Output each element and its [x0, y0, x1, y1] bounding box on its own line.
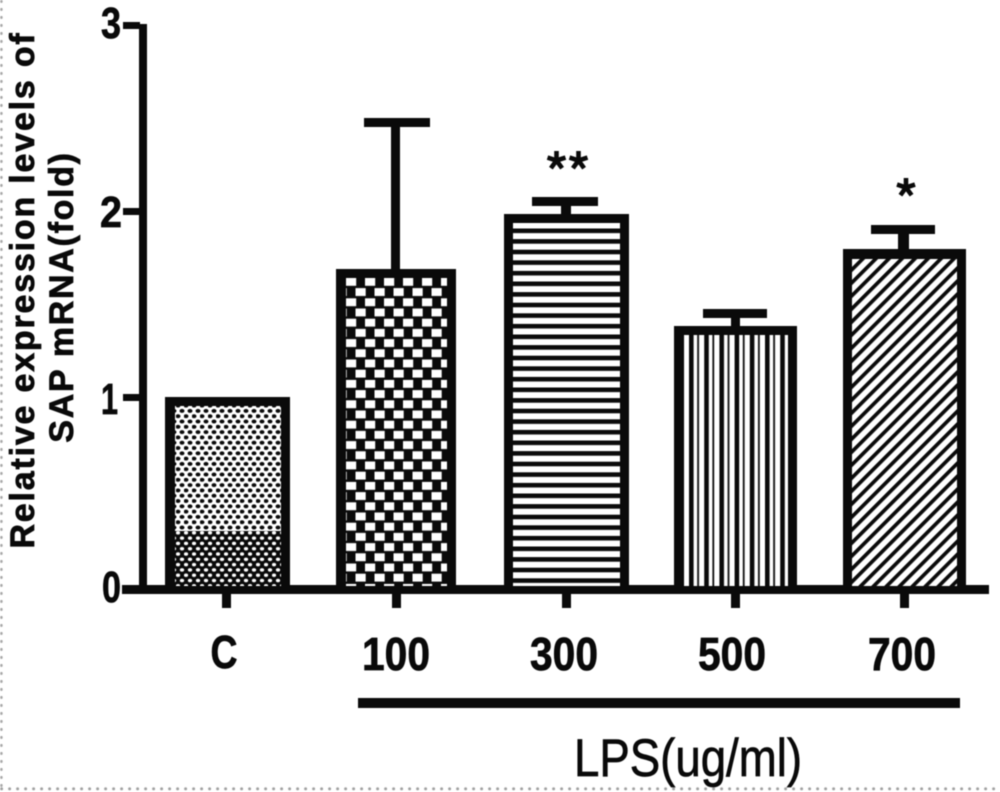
svg-text:0: 0 [102, 563, 121, 612]
svg-text:3: 3 [101, 0, 121, 48]
svg-text:Relative expression levels of: Relative expression levels of [4, 31, 42, 548]
svg-text:2: 2 [100, 188, 122, 237]
svg-text:SAP mRNA(fold): SAP mRNA(fold) [43, 151, 81, 442]
svg-text:300: 300 [530, 628, 598, 680]
svg-text:700: 700 [868, 628, 936, 680]
svg-text:1: 1 [101, 375, 118, 424]
svg-text:C: C [211, 626, 238, 678]
svg-text:100: 100 [362, 628, 430, 680]
svg-text:LPS(ug/ml): LPS(ug/ml) [574, 729, 802, 788]
svg-text:500: 500 [698, 628, 766, 680]
